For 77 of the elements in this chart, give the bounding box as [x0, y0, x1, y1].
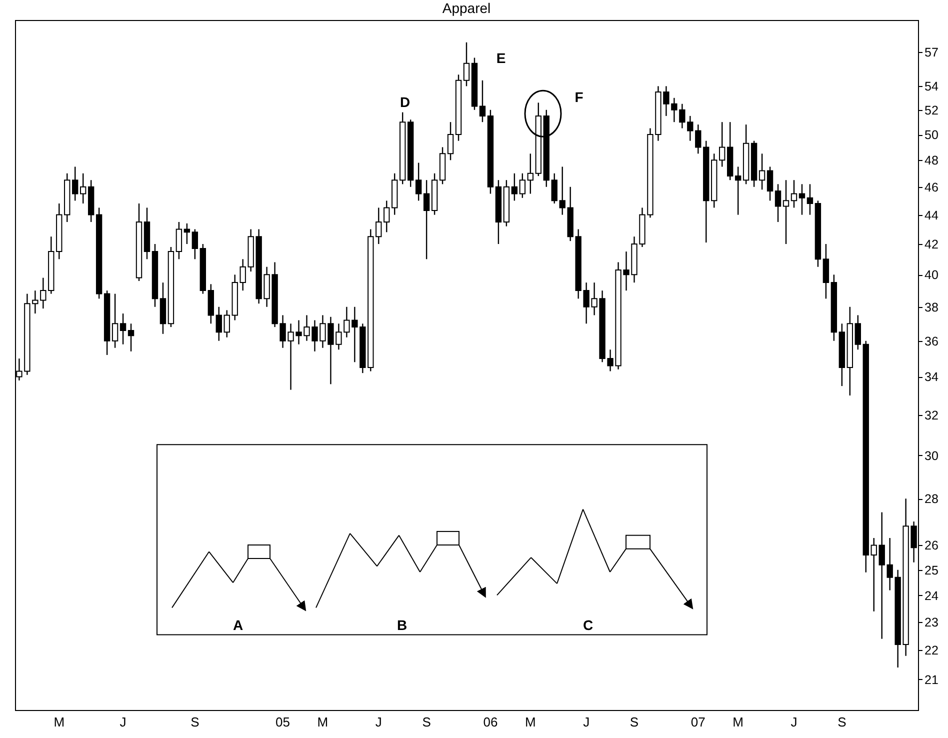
y-tick-label: 40: [924, 268, 938, 282]
candlestick: [216, 306, 222, 342]
candlestick: [774, 184, 782, 223]
candlestick: [447, 121, 454, 161]
candlestick: [376, 207, 382, 245]
y-tick-label: 36: [924, 334, 938, 348]
candlestick: [719, 121, 726, 168]
candlestick: [72, 166, 78, 202]
candlestick: [519, 172, 526, 198]
x-tick-label: M: [732, 714, 744, 730]
y-tick-label: 22: [924, 644, 938, 658]
y-tick-label: 21: [924, 672, 938, 687]
candlestick: [128, 323, 134, 352]
candlestick: [695, 124, 702, 154]
x-tick-label: 07: [690, 714, 706, 730]
candlestick: [870, 537, 877, 612]
candlestick: [112, 293, 118, 348]
x-tick-label: M: [317, 714, 328, 730]
candlestick: [80, 172, 86, 204]
y-tick-label: 26: [924, 538, 938, 553]
x-tick-label: 06: [483, 714, 498, 730]
annotation: D: [400, 94, 410, 110]
y-tick-label: 54: [924, 80, 938, 94]
candlestick: [790, 179, 798, 208]
y-tick-label: 50: [924, 128, 938, 142]
candlestick: [192, 228, 198, 260]
annotation: E: [496, 50, 506, 66]
candlestick: [822, 243, 830, 300]
x-tick-label: M: [54, 714, 65, 730]
candlestick: [758, 153, 766, 190]
annotation: F: [574, 89, 584, 106]
y-tick-label: 25: [924, 563, 938, 578]
candlestick: [511, 172, 518, 202]
x-tick-label: J: [120, 714, 126, 730]
y-tick-label: 52: [924, 103, 938, 118]
candlestick: [798, 184, 806, 216]
candlestick: [766, 166, 774, 202]
annotation: B: [396, 617, 408, 634]
candlestick: [463, 42, 470, 87]
y-tick-label: 42: [924, 238, 938, 252]
y-tick-label: 23: [924, 616, 938, 630]
candlestick: [551, 172, 558, 204]
y-tick-label: 46: [924, 180, 938, 194]
y-tick-label: 30: [924, 448, 938, 463]
x-tick-label: M: [524, 714, 536, 730]
annotation: A: [232, 617, 244, 634]
x-tick-label: S: [630, 714, 639, 730]
y-tick-label: 32: [924, 408, 938, 422]
y-tick-label: 44: [924, 208, 938, 222]
candlestick: [184, 222, 190, 245]
candlestick: [224, 310, 230, 338]
x-tick-label: 05: [276, 714, 290, 730]
candlestick: [806, 184, 814, 216]
y-tick-label: 28: [924, 492, 938, 506]
y-tick-label: 24: [924, 588, 938, 603]
candlestick: [734, 166, 742, 216]
candlestick: [120, 312, 126, 345]
candlestick: [415, 162, 422, 202]
candlestick: [782, 179, 790, 245]
candlestick: [854, 314, 861, 350]
x-tick-label: J: [375, 714, 382, 730]
y-tick-label: 34: [924, 370, 938, 384]
chart-title: Apparel: [442, 0, 491, 16]
y-tick-label: 57: [924, 46, 938, 60]
x-tick-label: J: [790, 714, 798, 730]
candlestick: [479, 80, 486, 123]
y-tick-label: 48: [924, 154, 938, 168]
x-tick-label: S: [422, 714, 432, 730]
candlestick: [384, 200, 390, 233]
candlestick: [176, 221, 182, 260]
candlestick: [423, 179, 430, 260]
x-tick-label: S: [838, 714, 847, 730]
x-tick-label: J: [583, 714, 590, 730]
x-tick-label: S: [190, 714, 200, 730]
annotation: C: [582, 617, 594, 634]
y-tick-label: 38: [924, 300, 938, 314]
candlestick: [527, 153, 534, 194]
